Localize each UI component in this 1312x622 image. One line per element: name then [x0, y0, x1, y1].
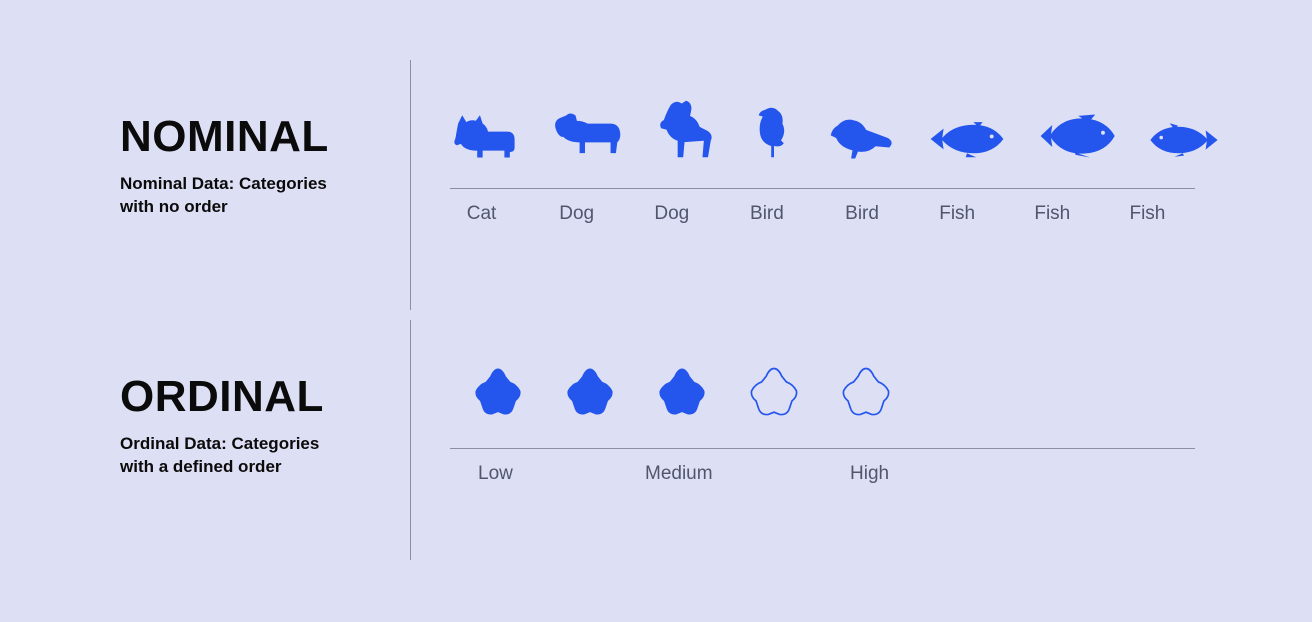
star-filled-icon [470, 364, 526, 420]
star-filled-icon [562, 364, 618, 420]
ordinal-right: Low Medium High [450, 320, 1195, 493]
ordinal-subheading: Ordinal Data: Categories with a defined … [120, 433, 350, 479]
ordinal-icon-row [450, 320, 1195, 420]
nominal-label: Fish [910, 203, 1005, 225]
nominal-label: Cat [434, 203, 529, 225]
nominal-label: Fish [1100, 203, 1195, 225]
dog2-icon [656, 98, 720, 160]
ordinal-label: Low [478, 463, 513, 485]
fish-icon [928, 118, 1006, 160]
ordinal-label: High [850, 463, 889, 485]
star-outline-icon [746, 364, 802, 420]
star-outline-icon [838, 364, 894, 420]
nominal-icon-row [450, 60, 1195, 160]
horizontal-rule [450, 448, 1195, 449]
cat-icon [450, 110, 518, 160]
ordinal-heading: ORDINAL [120, 375, 410, 419]
vertical-divider [410, 60, 411, 310]
nominal-label: Fish [1005, 203, 1100, 225]
nominal-label: Bird [815, 203, 910, 225]
nominal-label: Dog [624, 203, 719, 225]
nominal-section: NOMINAL Nominal Data: Categories with no… [0, 60, 1312, 219]
horizontal-rule [450, 188, 1195, 189]
ordinal-label: Medium [645, 463, 713, 485]
nominal-subheading: Nominal Data: Categories with no order [120, 173, 350, 219]
nominal-label-row: CatDogDogBirdBirdFishFishFish [450, 203, 1195, 225]
vertical-divider [410, 320, 411, 560]
ordinal-text-block: ORDINAL Ordinal Data: Categories with a … [0, 320, 410, 479]
ordinal-section: ORDINAL Ordinal Data: Categories with a … [0, 320, 1312, 479]
bird2-icon [828, 112, 896, 160]
star-filled-icon [654, 364, 710, 420]
nominal-text-block: NOMINAL Nominal Data: Categories with no… [0, 60, 410, 219]
ordinal-label-row: Low Medium High [450, 463, 1195, 493]
dog-icon [550, 108, 624, 160]
nominal-label: Dog [529, 203, 624, 225]
bird-icon [752, 104, 796, 160]
fish2-icon [1038, 112, 1116, 160]
fish3-icon [1148, 120, 1220, 160]
nominal-heading: NOMINAL [120, 115, 410, 159]
nominal-label: Bird [719, 203, 814, 225]
nominal-right: CatDogDogBirdBirdFishFishFish [450, 60, 1195, 225]
